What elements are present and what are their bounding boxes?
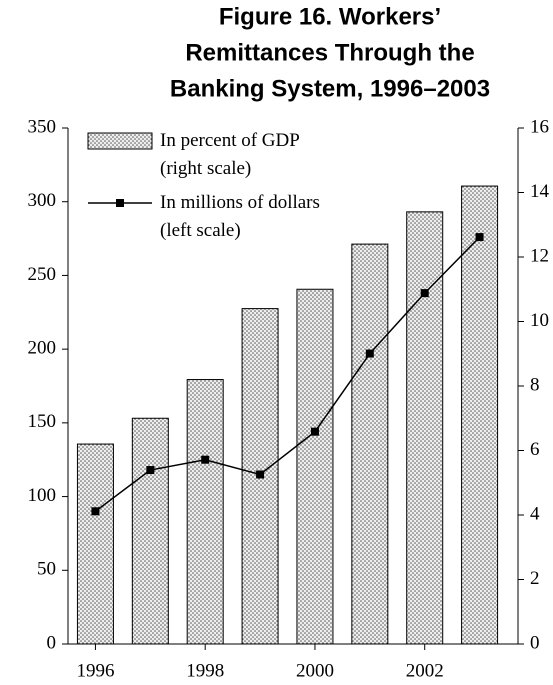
x-tick-label: 1998: [186, 660, 224, 681]
point: [201, 455, 210, 464]
bar: [131, 417, 169, 645]
y-tick-label: 100: [28, 485, 57, 506]
x-tick-label: 2002: [406, 660, 444, 681]
point: [420, 289, 429, 298]
bar: [76, 443, 114, 645]
point: [146, 466, 155, 475]
y2-tick-label: 14: [530, 181, 550, 202]
legend-label: In percent of GDP (right scale): [160, 130, 300, 179]
y-tick-label: 300: [28, 190, 57, 211]
chart-title: Remittances Through the: [185, 39, 474, 66]
y2-tick-label: 8: [530, 374, 540, 395]
legend-marker: [116, 199, 124, 207]
bar: [186, 379, 224, 645]
point: [310, 427, 319, 436]
chart-title: Banking System, 1996–2003: [170, 75, 490, 102]
y2-tick-label: 6: [530, 439, 540, 460]
line: [94, 236, 481, 512]
bar: [406, 211, 444, 645]
y2-tick-label: 10: [530, 310, 549, 331]
point: [365, 349, 374, 358]
y2-tick-label: 4: [530, 503, 540, 524]
bar: [461, 185, 499, 645]
y-tick-label: 50: [37, 559, 56, 580]
y-tick-label: 0: [47, 632, 57, 653]
legend-label: In millions of dollars (left scale): [160, 192, 320, 241]
x-tick-label: 1996: [76, 660, 114, 681]
y-tick-label: 200: [28, 338, 57, 359]
y2-tick-label: 0: [530, 632, 540, 653]
x-tick-label: 2000: [296, 660, 334, 681]
point: [256, 470, 265, 479]
y-tick-label: 350: [28, 116, 57, 137]
y-tick-label: 150: [28, 411, 57, 432]
bar: [296, 288, 334, 645]
y2-tick-label: 12: [530, 245, 549, 266]
y-tick-label: 250: [28, 264, 57, 285]
point: [91, 507, 100, 516]
legend-swatch: [87, 132, 153, 150]
y2-tick-label: 2: [530, 568, 540, 589]
bar: [351, 243, 389, 645]
y2-tick-label: 16: [530, 116, 549, 137]
point: [475, 233, 484, 242]
chart-title: Figure 16. Workers’: [219, 3, 441, 30]
